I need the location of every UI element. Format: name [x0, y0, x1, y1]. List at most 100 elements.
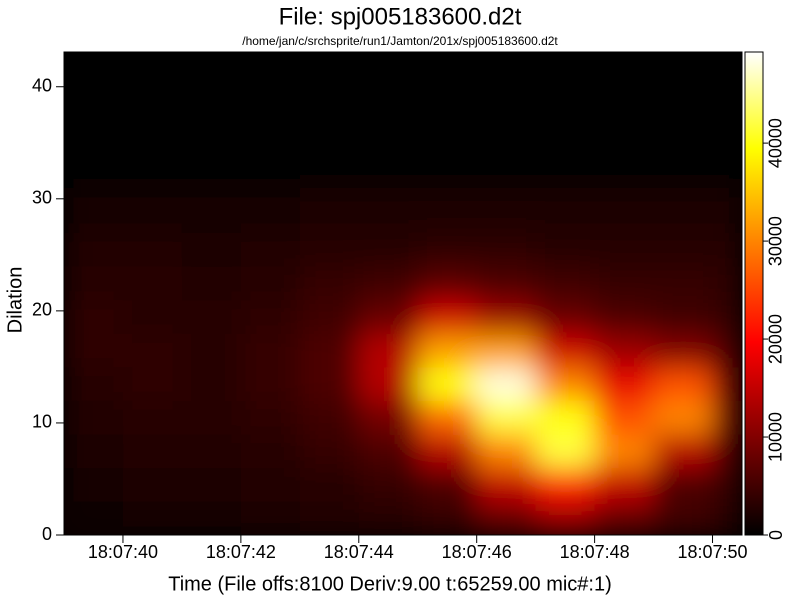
heat-cell [358, 501, 419, 535]
heat-cell [535, 400, 596, 435]
heat-cell [122, 52, 183, 189]
heat-cell [653, 52, 714, 189]
heat-cell [476, 52, 537, 189]
heat-cell [594, 52, 655, 189]
heat-cell [417, 266, 478, 301]
y-tick-label: 40 [32, 75, 52, 95]
heat-cell [476, 366, 537, 402]
heat-cell [712, 299, 742, 334]
heat-cell [64, 333, 124, 368]
heat-cell [594, 434, 655, 469]
colorbar-tick-label: 40000 [766, 118, 786, 168]
y-tick-label: 20 [32, 300, 52, 320]
colorbar-tick-label: 10000 [766, 412, 786, 462]
heat-cell [240, 467, 301, 502]
y-tick-label: 10 [32, 412, 52, 432]
heat-cell [712, 232, 742, 267]
heat-cell [358, 299, 419, 334]
heat-cell [181, 52, 242, 189]
heat-cell [653, 299, 714, 334]
heat-cell [122, 299, 183, 334]
heat-cell [358, 400, 419, 435]
heat-cell [181, 366, 242, 402]
heat-cell [299, 232, 360, 267]
heat-cell [299, 333, 360, 368]
heat-cell [358, 266, 419, 301]
heat-cell [653, 501, 714, 535]
heat-cell [712, 434, 742, 469]
heat-cell [181, 187, 242, 233]
heat-cell [712, 333, 742, 368]
heat-cell [240, 434, 301, 469]
heat-cell [653, 266, 714, 301]
heat-cell [64, 467, 124, 502]
colorbar-gradient [744, 51, 764, 536]
heat-cell [122, 400, 183, 435]
heat-cell [712, 501, 742, 535]
x-tick-label: 18:07:46 [442, 542, 512, 562]
chart-subtitle: /home/jan/c/srchsprite/run1/Jamton/201x/… [242, 34, 558, 48]
heat-cell [122, 187, 183, 233]
heat-cell [653, 434, 714, 469]
heat-cell [476, 501, 537, 535]
heat-cell [476, 333, 537, 368]
heat-cell [122, 434, 183, 469]
heat-cell [417, 467, 478, 502]
heat-cell [181, 232, 242, 267]
x-tick-label: 18:07:48 [560, 542, 630, 562]
heat-cell [417, 434, 478, 469]
heat-cell [535, 299, 596, 334]
heat-cell [594, 501, 655, 535]
plot-frame [63, 51, 743, 536]
heat-cell [476, 467, 537, 502]
heat-cell [240, 187, 301, 233]
heat-cell [417, 333, 478, 368]
heat-cell [476, 299, 537, 334]
heat-cell [299, 266, 360, 301]
colorbar: 0 10000 20000 30000 40000 [744, 51, 786, 540]
heat-cell [535, 333, 596, 368]
heat-cell [240, 266, 301, 301]
heat-cell [358, 232, 419, 267]
heat-cell [122, 366, 183, 402]
colorbar-tick-label: 30000 [766, 216, 786, 266]
heat-cell [476, 187, 537, 233]
heat-cell [240, 366, 301, 402]
heat-cell [299, 434, 360, 469]
heat-cell [653, 333, 714, 368]
heat-cell [299, 187, 360, 233]
heat-cell [64, 400, 124, 435]
heat-cell [358, 52, 419, 189]
heat-cell [240, 501, 301, 535]
heat-cell [712, 266, 742, 301]
heat-cell [594, 266, 655, 301]
x-tick-label: 18:07:42 [206, 542, 276, 562]
heat-cell [476, 400, 537, 435]
heat-cell [653, 366, 714, 402]
heat-cell [476, 434, 537, 469]
heat-cell [240, 333, 301, 368]
heat-cell [417, 232, 478, 267]
heat-cell [122, 501, 183, 535]
chart-title: File: spj005183600.d2t [279, 3, 522, 30]
heat-cell [122, 266, 183, 301]
heat-cell [417, 400, 478, 435]
colorbar-tick-label: 20000 [766, 314, 786, 364]
heat-cell [653, 467, 714, 502]
heat-cell [240, 400, 301, 435]
heat-cell [358, 467, 419, 502]
heat-cell [535, 434, 596, 469]
heat-cell [653, 232, 714, 267]
heat-cell [64, 434, 124, 469]
heat-cell [594, 232, 655, 267]
heat-cell [181, 266, 242, 301]
heat-cell [653, 400, 714, 435]
heat-cell [299, 366, 360, 402]
heat-cell [594, 333, 655, 368]
heat-cell [712, 400, 742, 435]
heat-cell [417, 366, 478, 402]
heat-cell [417, 501, 478, 535]
x-tick-label: 18:07:40 [88, 542, 158, 562]
heat-cell [712, 52, 742, 189]
